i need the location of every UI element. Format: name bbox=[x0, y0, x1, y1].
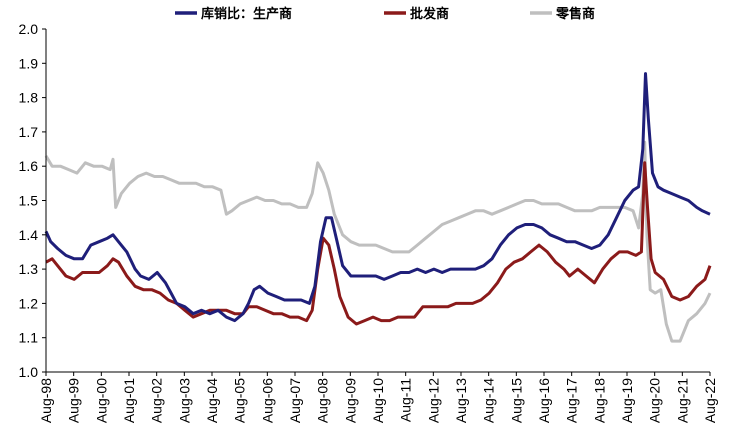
y-tick-label: 1.2 bbox=[19, 295, 39, 311]
x-tick-label: Aug-20 bbox=[647, 378, 663, 423]
series-line-retailer bbox=[44, 140, 712, 343]
x-tick-label: Aug-12 bbox=[425, 378, 441, 423]
x-tick-label: Aug-09 bbox=[342, 378, 358, 423]
x-tick-label: Aug-17 bbox=[564, 378, 580, 423]
legend-item-retailer: 零售商 bbox=[530, 6, 595, 22]
legend-label: 库销比：生产商 bbox=[201, 6, 292, 22]
series-line-producer bbox=[44, 72, 711, 323]
x-tick-label: Aug-99 bbox=[66, 378, 82, 423]
x-tick-label: Aug-00 bbox=[93, 378, 109, 423]
series-layer bbox=[44, 72, 712, 343]
x-tick-label: Aug-11 bbox=[398, 378, 414, 422]
y-tick-label: 2.0 bbox=[19, 21, 39, 37]
y-tick-label: 1.4 bbox=[19, 227, 39, 243]
x-tick-label: Aug-08 bbox=[315, 378, 331, 423]
x-tick-label: Aug-19 bbox=[619, 378, 635, 423]
x-tick-label: Aug-07 bbox=[287, 378, 303, 423]
x-tick-label: Aug-03 bbox=[176, 378, 192, 423]
x-tick-label: Aug-18 bbox=[591, 378, 607, 423]
x-tick-label: Aug-04 bbox=[204, 378, 220, 423]
series-line-wholesaler bbox=[45, 161, 712, 326]
y-tick-label: 1.6 bbox=[19, 158, 39, 174]
x-tick-label: Aug-10 bbox=[370, 378, 386, 423]
legend-item-wholesaler: 批发商 bbox=[384, 6, 449, 22]
legend-label: 零售商 bbox=[555, 6, 595, 22]
y-axis-ticks: 1.0 1.1 1.2 1.3 1.4 1.5 1.6 1.7 1.8 1.9 2.0 bbox=[19, 21, 46, 380]
x-tick-label: Aug-22 bbox=[702, 378, 718, 423]
y-tick-label: 1.8 bbox=[19, 90, 39, 106]
y-tick-label: 1.5 bbox=[19, 193, 39, 209]
x-tick-label: Aug-02 bbox=[149, 378, 165, 423]
x-tick-label: Aug-21 bbox=[674, 378, 690, 423]
x-tick-label: Aug-13 bbox=[453, 378, 469, 423]
y-tick-label: 1.7 bbox=[19, 124, 39, 140]
y-tick-label: 1.0 bbox=[19, 364, 39, 380]
x-tick-label: Aug-06 bbox=[259, 378, 275, 423]
y-tick-label: 1.1 bbox=[19, 330, 39, 346]
x-tick-label: Aug-16 bbox=[536, 378, 552, 423]
x-tick-label: Aug-05 bbox=[232, 378, 248, 423]
legend-label: 批发商 bbox=[410, 6, 449, 22]
x-axis-ticks: Aug-98 Aug-99 Aug-00 Aug-01 Aug-02 Aug-03 Aug-… bbox=[38, 372, 718, 423]
x-tick-label: Aug-98 bbox=[38, 378, 54, 423]
x-tick-label: Aug-14 bbox=[481, 378, 497, 423]
x-tick-label: Aug-01 bbox=[121, 378, 137, 423]
y-tick-label: 1.9 bbox=[19, 55, 39, 71]
legend: 库销比：生产商 批发商 零售商 bbox=[175, 6, 595, 22]
legend-item-producer: 库销比：生产商 bbox=[175, 6, 292, 22]
x-tick-label: Aug-15 bbox=[508, 378, 524, 423]
y-tick-label: 1.3 bbox=[19, 261, 39, 277]
